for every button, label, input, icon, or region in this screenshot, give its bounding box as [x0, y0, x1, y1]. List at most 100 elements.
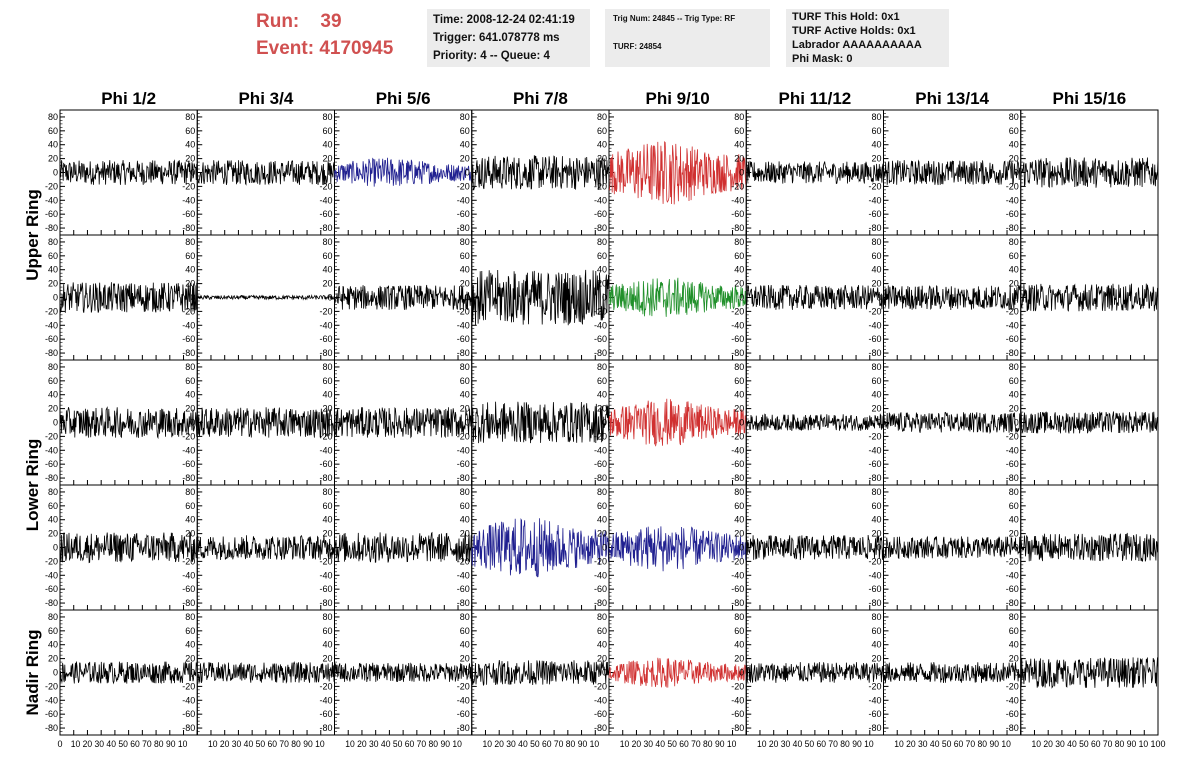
trigger-text: Trigger: 641.078778 ms	[433, 32, 560, 44]
y-tick-label: -40	[594, 320, 607, 330]
y-tick-label: 80	[48, 612, 58, 622]
labrador-text: Labrador AAAAAAAAAA	[792, 39, 922, 51]
y-tick-label: 80	[185, 362, 195, 372]
y-tick-label: 40	[1009, 515, 1019, 525]
y-tick-label: 20	[734, 529, 744, 539]
y-tick-label: 80	[322, 362, 332, 372]
y-tick-label: -80	[868, 348, 881, 358]
waveform-trace	[471, 155, 610, 191]
y-tick-label: -80	[182, 223, 195, 233]
y-tick-label: -20	[45, 306, 58, 316]
y-tick-label: 60	[871, 376, 881, 386]
y-tick-label: 60	[597, 376, 607, 386]
y-tick-label: -20	[731, 431, 744, 441]
y-tick-label: 0	[327, 543, 332, 553]
x-tick-label: 0	[57, 739, 62, 749]
y-tick-label: 60	[460, 501, 470, 511]
y-tick-label: -60	[1006, 709, 1019, 719]
y-tick-label: -40	[457, 195, 470, 205]
y-tick-label: 40	[48, 390, 58, 400]
y-tick-label: -60	[1006, 334, 1019, 344]
y-tick-label: -80	[1006, 348, 1019, 358]
y-tick-label: 60	[597, 626, 607, 636]
y-tick-label: 20	[597, 654, 607, 664]
y-tick-label: -80	[594, 598, 607, 608]
y-tick-label: 80	[871, 112, 881, 122]
y-tick-label: 80	[322, 112, 332, 122]
column-header: Phi 5/6	[376, 89, 431, 108]
y-tick-label: 40	[48, 140, 58, 150]
y-tick-label: -80	[457, 223, 470, 233]
y-tick-label: -60	[182, 709, 195, 719]
y-tick-label: 60	[48, 126, 58, 136]
y-tick-label: 80	[48, 237, 58, 247]
y-tick-label: -20	[182, 431, 195, 441]
x-tick-label: 10 20 30 40 50 60 70 80 90 10	[620, 739, 737, 749]
y-tick-label: -60	[868, 459, 881, 469]
y-tick-label: -80	[182, 348, 195, 358]
y-tick-label: -20	[319, 181, 332, 191]
y-tick-label: -40	[731, 570, 744, 580]
y-tick-label: -40	[594, 445, 607, 455]
y-tick-label: -20	[594, 431, 607, 441]
y-tick-label: 20	[871, 404, 881, 414]
turf-info-box: TURF This Hold: 0x1 TURF Active Holds: 0…	[786, 9, 949, 67]
y-tick-label: -40	[868, 320, 881, 330]
y-tick-label: 20	[185, 154, 195, 164]
y-tick-label: -80	[45, 598, 58, 608]
y-tick-label: 0	[190, 543, 195, 553]
y-tick-label: 20	[48, 529, 58, 539]
panel-frame	[59, 234, 198, 361]
waveform-trace	[1020, 283, 1159, 312]
y-tick-label: 20	[734, 404, 744, 414]
y-tick-label: 40	[185, 640, 195, 650]
y-tick-label: -40	[45, 195, 58, 205]
y-tick-label: 80	[871, 237, 881, 247]
y-tick-label: 40	[871, 515, 881, 525]
y-tick-label: -60	[731, 709, 744, 719]
y-tick-label: 40	[48, 265, 58, 275]
y-tick-label: 40	[185, 265, 195, 275]
column-header: Phi 11/12	[778, 89, 851, 108]
y-tick-label: -60	[457, 709, 470, 719]
y-tick-label: -40	[594, 195, 607, 205]
y-tick-label: 60	[48, 376, 58, 386]
y-tick-label: 80	[597, 362, 607, 372]
y-tick-label: -40	[1006, 570, 1019, 580]
y-tick-label: 40	[48, 515, 58, 525]
turf-active-holds-text: TURF Active Holds: 0x1	[792, 25, 916, 37]
y-tick-label: 0	[53, 418, 58, 428]
y-tick-label: -40	[731, 195, 744, 205]
y-tick-label: 80	[597, 237, 607, 247]
waveform-trace	[883, 285, 1022, 311]
y-tick-label: 60	[48, 251, 58, 261]
y-tick-label: 40	[322, 515, 332, 525]
y-tick-label: -60	[45, 334, 58, 344]
y-tick-label: -80	[1006, 723, 1019, 733]
ring-label: Lower Ring	[23, 439, 42, 532]
y-tick-label: 80	[1009, 612, 1019, 622]
y-tick-label: 0	[1014, 168, 1019, 178]
y-tick-label: 0	[190, 168, 195, 178]
y-tick-label: -40	[182, 320, 195, 330]
y-tick-label: -20	[731, 681, 744, 691]
y-tick-label: 0	[327, 668, 332, 678]
y-tick-label: -60	[319, 709, 332, 719]
y-tick-label: 20	[48, 404, 58, 414]
y-tick-label: 20	[1009, 654, 1019, 664]
y-tick-label: -40	[731, 445, 744, 455]
y-tick-label: 0	[739, 168, 744, 178]
y-tick-label: -60	[457, 334, 470, 344]
y-tick-label: -40	[457, 445, 470, 455]
y-tick-label: 20	[734, 654, 744, 664]
y-tick-label: 40	[460, 515, 470, 525]
y-tick-label: -20	[868, 681, 881, 691]
y-tick-label: -80	[1006, 598, 1019, 608]
y-tick-label: -20	[457, 681, 470, 691]
y-tick-label: -40	[45, 445, 58, 455]
y-tick-label: 20	[185, 404, 195, 414]
y-tick-label: 20	[597, 529, 607, 539]
y-tick-label: -80	[868, 223, 881, 233]
y-tick-label: 40	[1009, 140, 1019, 150]
